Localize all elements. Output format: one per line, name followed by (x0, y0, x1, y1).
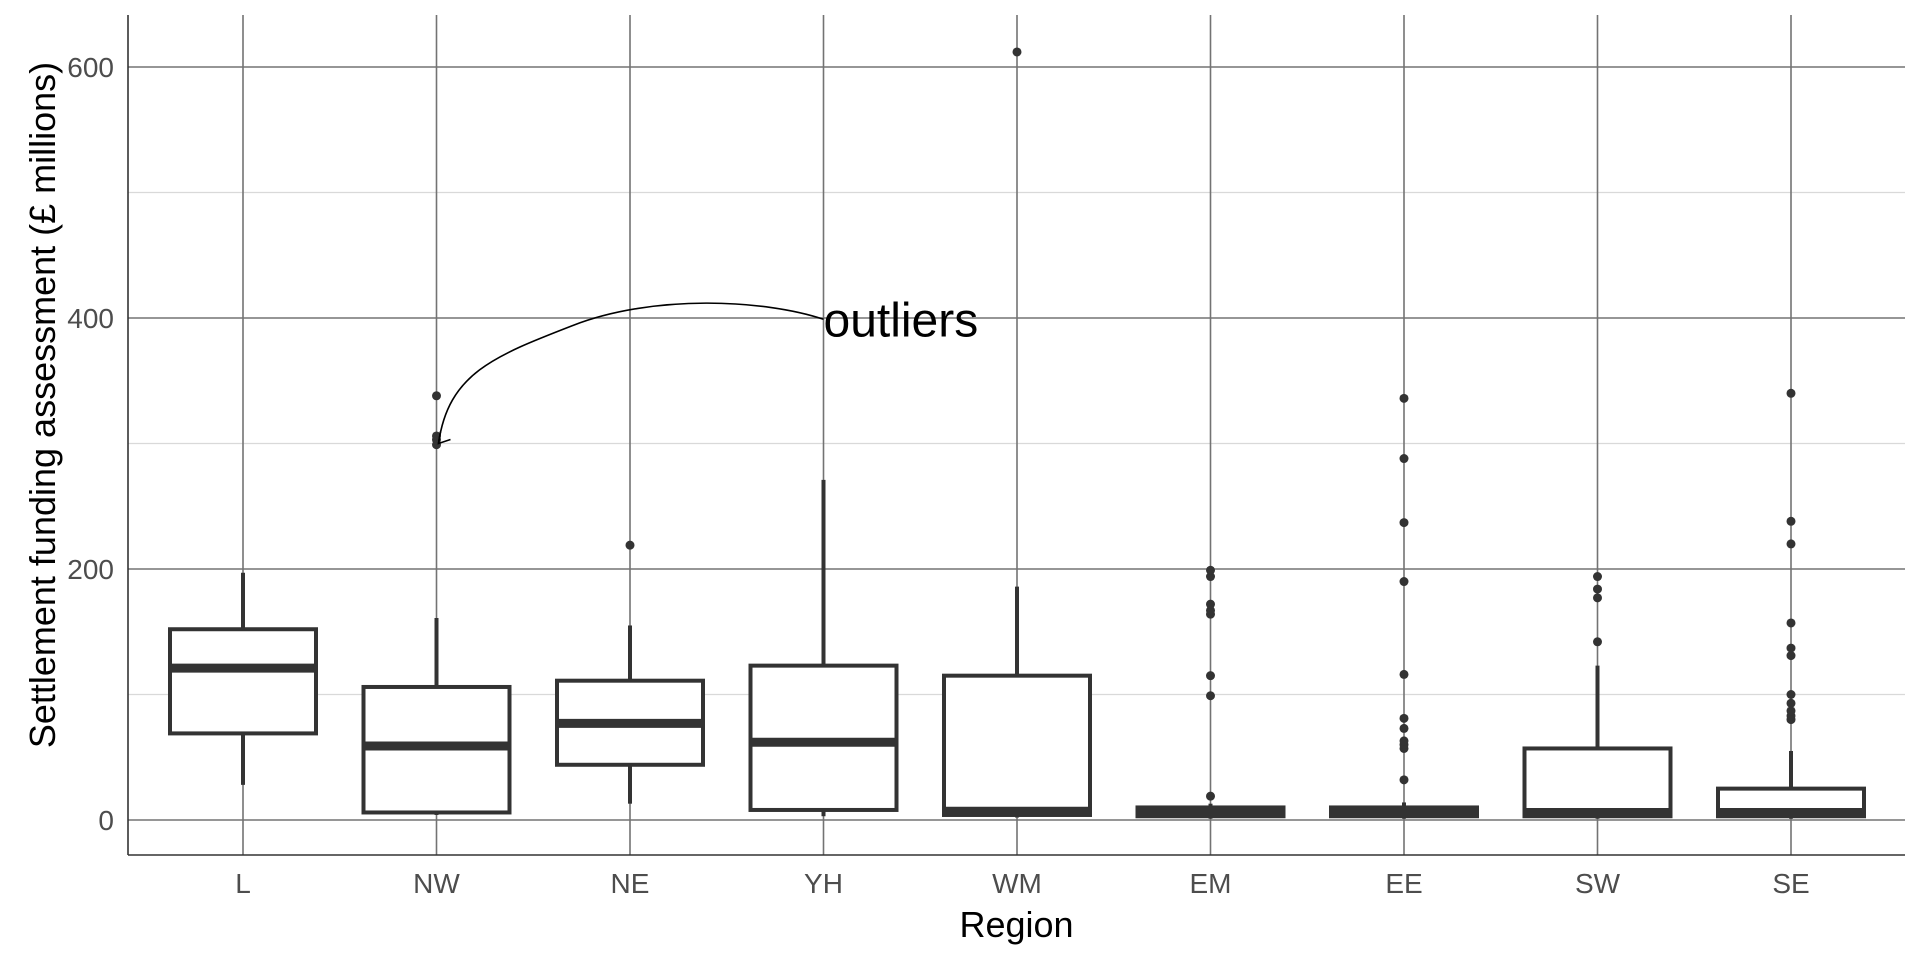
box-EM (1135, 565, 1286, 819)
y-tick-label-0: 0 (98, 805, 114, 836)
outlier-point-EM-6 (1206, 572, 1215, 582)
outlier-point-EM-5 (1206, 599, 1215, 609)
outlier-point-EE-8 (1399, 518, 1409, 528)
outlier-point-NW-3 (432, 391, 441, 401)
outlier-point-EM-1 (1206, 691, 1215, 701)
outlier-point-SE-6 (1786, 643, 1796, 653)
box-body-L (168, 627, 318, 736)
outlier-point-WM-0 (1012, 47, 1022, 57)
outlier-point-SE-4 (1786, 690, 1796, 699)
box-SE (1716, 388, 1866, 819)
box-body-SW (1522, 746, 1673, 819)
outlier-point-SE-5 (1786, 651, 1796, 661)
box-YH (748, 479, 899, 817)
outlier-point-SE-3 (1786, 698, 1796, 708)
outlier-point-EE-7 (1399, 577, 1409, 587)
outlier-point-EE-4 (1399, 723, 1409, 733)
outlier-point-EM-4 (1206, 605, 1215, 615)
box-NW (361, 391, 512, 815)
outlier-point-SE-8 (1786, 539, 1796, 549)
box-body-WM (942, 673, 1092, 817)
x-tick-label-L: L (235, 868, 251, 899)
box-L (168, 572, 318, 785)
box-SW (1522, 572, 1673, 819)
x-tick-label-SE: SE (1772, 868, 1809, 899)
outlier-point-SE-10 (1786, 388, 1796, 398)
x-tick-label-SW: SW (1575, 868, 1621, 899)
axis-layer (127, 15, 1905, 856)
tick-layer: 0 200 400 600 L NW NE YH WM EM EE SW SE (67, 52, 1809, 899)
y-axis-title: Settlement funding assessment (£ million… (22, 62, 63, 748)
outlier-point-EM-0 (1206, 791, 1215, 801)
outlier-point-EE-5 (1399, 713, 1409, 723)
outlier-point-SE-7 (1786, 618, 1796, 628)
outlier-point-SW-1 (1593, 593, 1602, 603)
annotation-layer: outliers (437, 294, 979, 445)
outlier-point-SE-2 (1786, 706, 1796, 716)
outlier-point-EE-10 (1399, 393, 1409, 403)
outlier-point-EE-3 (1399, 736, 1409, 746)
y-tick-label-200: 200 (67, 554, 114, 585)
x-tick-label-EM: EM (1190, 868, 1232, 899)
outlier-point-EE-6 (1399, 669, 1409, 679)
box-WM (942, 47, 1092, 818)
annotation-text: outliers (824, 294, 979, 347)
x-tick-label-NW: NW (413, 868, 460, 899)
box-layer (168, 47, 1866, 819)
outlier-point-SW-2 (1593, 584, 1602, 594)
x-tick-label-YH: YH (804, 868, 843, 899)
x-axis-title: Region (959, 904, 1073, 945)
annotation-arrow (437, 302, 824, 444)
y-tick-label-600: 600 (67, 52, 114, 83)
box-NE (555, 540, 705, 804)
outlier-point-SW-3 (1593, 572, 1602, 582)
x-tick-label-WM: WM (992, 868, 1042, 899)
outlier-point-SW-0 (1593, 637, 1602, 647)
outlier-point-EE-0 (1399, 775, 1409, 785)
annotation-arrowhead (437, 431, 451, 445)
y-tick-label-400: 400 (67, 303, 114, 334)
outlier-point-EM-2 (1206, 671, 1215, 681)
outlier-point-EE-9 (1399, 454, 1409, 464)
outlier-point-EM-7 (1206, 565, 1215, 575)
outlier-point-NE-0 (625, 540, 635, 550)
box-EE (1329, 393, 1479, 819)
x-tick-label-EE: EE (1385, 868, 1422, 899)
outlier-point-SE-9 (1786, 516, 1796, 526)
x-tick-label-NE: NE (611, 868, 650, 899)
